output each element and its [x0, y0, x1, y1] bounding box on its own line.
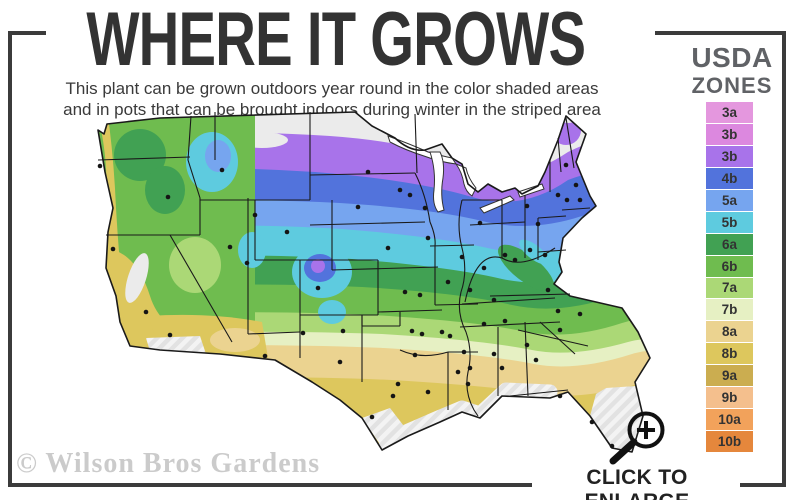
legend-zone-7-6b: 6b	[706, 255, 753, 277]
page-title: WHERE IT GROWS	[86, 0, 586, 82]
legend-zone-6-6a: 6a	[706, 233, 753, 255]
watermark: © Wilson Bros Gardens	[16, 448, 321, 479]
legend-zone-9-7b: 7b	[706, 299, 753, 321]
legend-heading: USDA ZONES	[682, 44, 782, 97]
zone-shading	[98, 112, 650, 452]
legend-zone-15-10b: 10b	[706, 431, 753, 452]
legend-zone-list: 3a 3b 3b 4b 5a 5b 6a 6b 7a 7b 8a 8b 9a 9b 10a 10b	[706, 102, 753, 452]
legend-zone-5-5b: 5b	[706, 211, 753, 233]
legend-zone-0-3a: 3a	[706, 102, 753, 123]
frame-right	[782, 31, 786, 487]
legend-zone-1-3b: 3b	[706, 123, 753, 145]
click-to-enlarge-button[interactable]: CLICK TO ENLARGE	[585, 466, 689, 500]
legend-zone-10-8a: 8a	[706, 321, 753, 343]
city-dots	[97, 162, 615, 449]
frame-top-left	[8, 31, 46, 35]
state-borders	[97, 111, 651, 453]
magnifier-plus-icon[interactable]	[596, 400, 676, 466]
usda-zone-map	[10, 100, 670, 490]
legend-zone-2-3b: 3b	[706, 145, 753, 167]
subtitle-line-1: This plant can be grown outdoors year ro…	[65, 79, 599, 98]
legend-zone-14-10a: 10a	[706, 409, 753, 431]
usda-zone-map-svg	[97, 111, 651, 453]
legend-zone-4-5a: 5a	[706, 189, 753, 211]
legend-zone-11-8b: 8b	[706, 343, 753, 365]
legend-heading-usda: USDA	[691, 42, 773, 73]
legend-zone-12-9a: 9a	[706, 365, 753, 387]
frame-bottom-right	[740, 483, 786, 487]
frame-left	[8, 31, 12, 487]
legend-heading-zones: ZONES	[691, 73, 773, 98]
frame-bottom-left	[8, 483, 532, 487]
legend-zone-8-7a: 7a	[706, 277, 753, 299]
legend-zone-13-9b: 9b	[706, 387, 753, 409]
legend-zone-3-4b: 4b	[706, 167, 753, 189]
subtitle-line-2: and in pots that can be brought indoors …	[63, 100, 601, 119]
frame-top-right	[655, 31, 786, 35]
